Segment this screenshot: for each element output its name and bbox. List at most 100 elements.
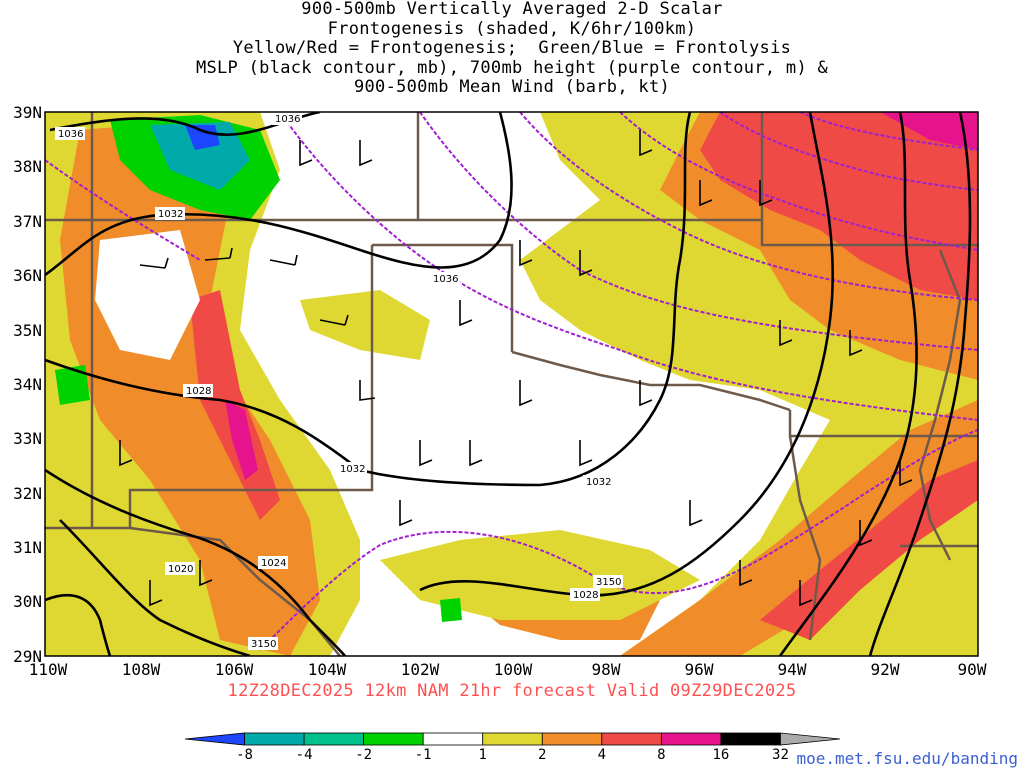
colorbar-segment <box>303 732 365 746</box>
frontolysis-blue-nw <box>185 125 220 150</box>
lon-label: 110W <box>29 660 68 679</box>
lat-label: 34N <box>13 375 42 394</box>
title-line-5: 900-500mb Mean Wind (barb, kt) <box>353 77 671 97</box>
plot-frame <box>44 111 979 657</box>
mslp-contour-1028-south <box>419 112 835 597</box>
source-credit: moe.met.fsu.edu/banding <box>796 749 1018 768</box>
mslp-label-text: 1036 <box>433 274 458 285</box>
height-label-text: 3150 <box>251 639 276 650</box>
border-tx-nm <box>45 245 374 530</box>
wind-barb <box>849 330 863 357</box>
title-line-3: Yellow/Red = Frontogenesis; Green/Blue =… <box>232 38 792 58</box>
wind-barb <box>359 140 373 167</box>
title-line-2: Frontogenesis (shaded, K/6hr/100km) <box>327 18 697 39</box>
height-label: 3150 <box>593 575 623 588</box>
mslp-label: 1020 <box>165 562 195 575</box>
wind-barb <box>359 380 376 401</box>
wind-barb <box>199 560 213 587</box>
mslp-label: 1028 <box>183 384 213 397</box>
lat-label: 37N <box>13 212 42 231</box>
wind-barb <box>759 180 773 207</box>
colorbar-label: -8 <box>236 747 253 763</box>
wind-barb <box>739 560 753 587</box>
lon-label: 94W <box>778 660 807 679</box>
colorbar-segment <box>720 732 781 746</box>
frontogenesis-red-ne <box>700 112 978 300</box>
wind-barb <box>149 580 163 607</box>
wind-barb <box>459 300 473 327</box>
lat-label: 29N <box>13 647 42 666</box>
frontolysis-green-sw <box>55 365 90 405</box>
mslp-label: 1032 <box>155 207 185 220</box>
colorbar-segment <box>660 732 722 746</box>
title-line-1: 900-500mb Vertically Averaged 2-D Scalar <box>301 0 723 19</box>
lat-axis: 39N 38N 37N 36N 35N 34N 33N 32N 31N 30N … <box>13 103 42 666</box>
title-line-4: MSLP (black contour, mb), 700mb height (… <box>195 57 829 78</box>
height-label-text: 3150 <box>596 577 621 588</box>
mslp-label: 1036 <box>55 127 85 140</box>
wind-barb <box>859 520 873 547</box>
wind-barb <box>519 240 533 267</box>
neutral-region-west <box>95 230 200 360</box>
frontogenesis-magenta-west <box>225 400 258 480</box>
mslp-label-text: 1032 <box>158 209 183 220</box>
wind-barb <box>519 380 533 407</box>
wind-barb <box>319 314 349 326</box>
wind-barb <box>899 460 913 487</box>
mslp-label: 1032 <box>337 462 367 475</box>
lat-label: 38N <box>13 157 42 176</box>
colorbar-label: -4 <box>296 747 313 763</box>
height-contour-3 <box>519 112 978 301</box>
mslp-contour-east-1 <box>778 112 918 656</box>
mslp-label: 1032 <box>583 475 613 488</box>
wind-barb <box>419 440 433 467</box>
wind-barb <box>204 247 233 261</box>
mslp-label-text: 1028 <box>573 590 598 601</box>
colorbar-segment <box>482 732 543 746</box>
lat-label: 32N <box>13 484 42 503</box>
wind-barb <box>639 130 653 157</box>
frontogenesis-orange-se <box>620 400 978 656</box>
frontogenesis-yellow-south <box>380 530 700 620</box>
mslp-contour-1024 <box>45 468 346 656</box>
mslp-contour-east-2 <box>868 112 972 656</box>
mslp-contour-1016 <box>45 593 112 656</box>
wind-barbs <box>119 130 913 607</box>
mslp-label: 1036 <box>430 272 460 285</box>
height-contour-2 <box>419 112 978 351</box>
lon-label: 100W <box>494 660 533 679</box>
mslp-label: 1024 <box>258 556 288 569</box>
wind-barb <box>119 440 133 467</box>
lon-label: 102W <box>401 660 440 679</box>
wind-barb <box>699 180 713 207</box>
colorbar-label: 32 <box>772 747 789 763</box>
border-tx-la <box>788 435 822 641</box>
height-contour-5 <box>719 112 978 191</box>
colorbar-label: 8 <box>657 747 665 763</box>
colorbar-segment <box>601 732 662 746</box>
mslp-label-text: 1032 <box>340 464 365 475</box>
mslp-label-text: 1020 <box>168 564 193 575</box>
lon-label: 90W <box>958 660 987 679</box>
lat-label: 35N <box>13 321 42 340</box>
wind-barb <box>689 500 703 527</box>
lat-label: 33N <box>13 429 42 448</box>
lon-label: 108W <box>122 660 161 679</box>
wind-barb <box>299 140 313 167</box>
colorbar-label: 16 <box>712 747 729 763</box>
map-title: 900-500mb Vertically Averaged 2-D Scalar… <box>0 0 1024 98</box>
lon-label: 96W <box>685 660 714 679</box>
colorbar-segment <box>422 732 484 746</box>
frontolysis-teal-nw <box>150 122 250 190</box>
wind-barb <box>399 500 413 527</box>
mslp-label-text: 1036 <box>58 129 83 140</box>
lon-label: 92W <box>871 660 900 679</box>
lon-axis: 110W 108W 106W 104W 102W 100W 98W 96W 94… <box>29 660 987 679</box>
mslp-label: 1036 <box>272 112 302 125</box>
mslp-label-text: 1028 <box>186 386 211 397</box>
wind-barb <box>579 440 593 467</box>
state-borders <box>45 112 978 656</box>
colorbar-label: -2 <box>355 747 372 763</box>
mslp-label-text: 1032 <box>586 477 611 488</box>
lat-label: 36N <box>13 266 42 285</box>
